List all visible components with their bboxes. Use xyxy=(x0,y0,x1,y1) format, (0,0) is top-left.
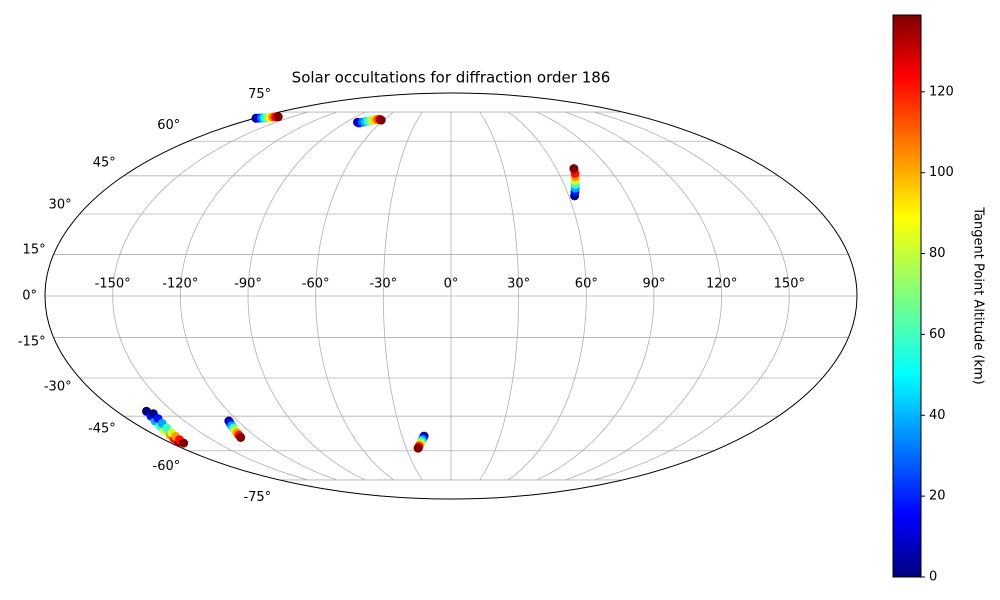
y-tick-label: 15° xyxy=(23,242,46,257)
grid-line xyxy=(112,111,308,481)
y-tick-label: 30° xyxy=(49,197,72,212)
colorbar-tick-label: 20 xyxy=(929,489,946,504)
y-tick-label: -60° xyxy=(153,459,181,474)
x-tick-label: -120° xyxy=(162,277,198,292)
x-tick-label: -150° xyxy=(95,277,131,292)
x-tick-label: 0° xyxy=(444,277,459,292)
x-tick-label: -60° xyxy=(302,277,330,292)
grid-line xyxy=(594,111,790,481)
y-tick-label: 60° xyxy=(157,118,180,133)
point xyxy=(413,443,423,453)
x-tick-label: 60° xyxy=(575,277,598,292)
grid-line xyxy=(536,111,655,481)
y-tick-label: 0° xyxy=(22,289,37,304)
y-tick-label: -45° xyxy=(88,421,116,436)
colorbar-tick-label: 40 xyxy=(929,408,946,423)
colorbar-tick-label: 120 xyxy=(929,84,954,99)
x-tick-label: 90° xyxy=(642,277,665,292)
point xyxy=(569,164,579,174)
map-outline xyxy=(44,92,858,500)
grid-line xyxy=(565,111,723,481)
x-tick-label: -30° xyxy=(369,277,397,292)
grid-line xyxy=(179,111,337,481)
colorbar-tick-label: 100 xyxy=(929,165,954,180)
grid-line xyxy=(508,111,587,481)
grid-line xyxy=(247,111,366,481)
colorbar-label: Tangent Point Altitude (km) xyxy=(971,206,986,384)
colorbar-tick-label: 80 xyxy=(929,246,946,261)
y-tick-label: -15° xyxy=(18,335,46,350)
x-tick-label: -90° xyxy=(234,277,262,292)
grid-line xyxy=(315,111,394,481)
grid-line xyxy=(479,111,520,481)
x-tick-label: 120° xyxy=(706,277,737,292)
colorbar-tick-label: 0 xyxy=(929,570,937,585)
point xyxy=(236,432,246,442)
y-tick-label: -75° xyxy=(243,490,271,505)
y-tick-label: 75° xyxy=(248,87,271,102)
grid-line xyxy=(382,111,423,481)
chart-title: Solar occultations for diffraction order… xyxy=(292,69,611,87)
x-tick-label: 150° xyxy=(774,277,805,292)
y-tick-label: -30° xyxy=(44,380,72,395)
point xyxy=(376,115,386,125)
point xyxy=(179,438,189,448)
x-tick-label: 30° xyxy=(507,277,530,292)
colorbar xyxy=(892,14,922,578)
y-tick-label: 45° xyxy=(93,156,116,171)
colorbar-tick-label: 60 xyxy=(929,327,946,342)
point xyxy=(273,112,283,122)
